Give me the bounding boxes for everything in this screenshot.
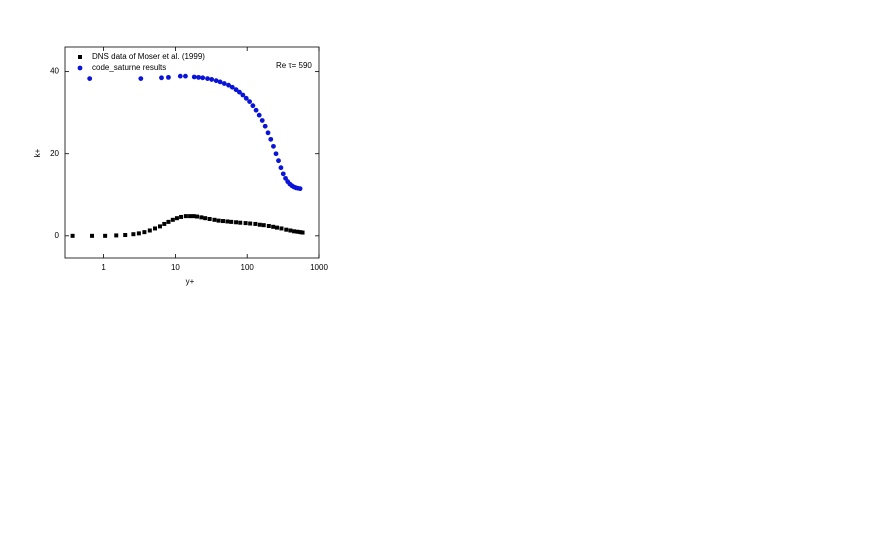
data-point <box>136 231 141 236</box>
data-point <box>271 224 276 229</box>
data-point <box>280 171 286 177</box>
data-point <box>170 217 175 222</box>
x-tick-label: 100 <box>241 263 255 272</box>
data-point <box>90 233 95 238</box>
data-point <box>279 226 284 231</box>
legend-label: code_saturne results <box>92 63 166 72</box>
data-point <box>70 233 75 238</box>
data-point <box>159 75 164 81</box>
data-point <box>217 79 223 85</box>
data-point <box>265 130 271 136</box>
x-tick-label: 1000 <box>310 263 328 272</box>
y-axis-label: k+ <box>33 148 42 157</box>
data-point <box>237 89 242 95</box>
data-point <box>274 225 279 230</box>
data-point <box>225 219 230 224</box>
data-point <box>247 99 252 104</box>
data-point <box>138 76 144 82</box>
data-point <box>207 217 212 222</box>
data-point <box>191 74 197 80</box>
data-point <box>229 219 234 224</box>
y-tick-label: 40 <box>50 67 59 76</box>
data-point <box>195 214 200 219</box>
data-point <box>191 214 196 219</box>
data-point <box>166 219 171 224</box>
data-point <box>147 228 152 233</box>
data-point <box>123 233 128 238</box>
plot-frame <box>64 46 320 259</box>
data-point <box>248 221 253 226</box>
data-point <box>276 158 281 164</box>
data-point <box>212 217 217 222</box>
data-point <box>142 230 147 235</box>
x-tick-label: 1 <box>101 263 106 272</box>
x-axis-label: y+ <box>186 277 195 286</box>
data-point <box>257 222 262 227</box>
data-point <box>226 82 231 88</box>
y-tick-label: 0 <box>55 231 60 240</box>
data-point <box>87 76 93 82</box>
data-point <box>240 92 246 98</box>
legend-label: DNS data of Moser et al. (1999) <box>92 52 205 61</box>
data-point <box>234 220 239 225</box>
data-point <box>205 76 210 82</box>
data-point <box>216 218 221 223</box>
data-point <box>114 233 119 238</box>
data-point <box>200 75 206 81</box>
data-point <box>271 143 276 149</box>
data-point <box>188 214 193 219</box>
annotation: Re τ= 590 <box>276 61 312 70</box>
data-point <box>288 228 293 233</box>
data-point <box>238 220 243 225</box>
data-point <box>221 81 227 86</box>
data-point <box>243 221 248 226</box>
y-tick-label: 20 <box>50 149 59 158</box>
data-point <box>295 229 300 234</box>
x-tick-label: 10 <box>171 263 180 272</box>
data-point <box>162 221 167 226</box>
data-point <box>300 230 305 235</box>
data-point <box>278 165 284 171</box>
legend-marker <box>77 65 83 71</box>
data-point <box>153 226 158 231</box>
data-point <box>220 219 225 224</box>
data-point <box>253 221 258 226</box>
data-point <box>297 186 303 192</box>
data-point <box>261 223 266 228</box>
data-point <box>229 84 235 90</box>
data-point <box>103 233 108 238</box>
data-point <box>259 118 265 123</box>
data-point <box>256 112 262 118</box>
data-point <box>183 214 188 219</box>
data-point <box>131 232 136 237</box>
data-point <box>262 123 268 129</box>
data-point <box>284 227 289 232</box>
data-point <box>203 216 208 221</box>
data-point <box>199 215 204 220</box>
data-point <box>174 216 179 221</box>
data-point <box>213 78 219 84</box>
data-point <box>253 107 259 113</box>
data-point <box>243 95 249 101</box>
data-point <box>266 223 271 228</box>
data-point <box>273 151 279 157</box>
data-point <box>233 87 239 93</box>
data-point <box>179 214 184 219</box>
data-point <box>196 74 201 80</box>
data-point <box>250 103 256 109</box>
data-point <box>177 73 183 79</box>
data-point <box>157 224 162 229</box>
data-point <box>268 136 274 142</box>
data-point <box>166 74 171 80</box>
data-point <box>298 230 303 235</box>
legend-marker <box>78 55 82 59</box>
data-point <box>209 77 215 82</box>
data-point <box>183 73 188 79</box>
data-point <box>292 229 297 234</box>
